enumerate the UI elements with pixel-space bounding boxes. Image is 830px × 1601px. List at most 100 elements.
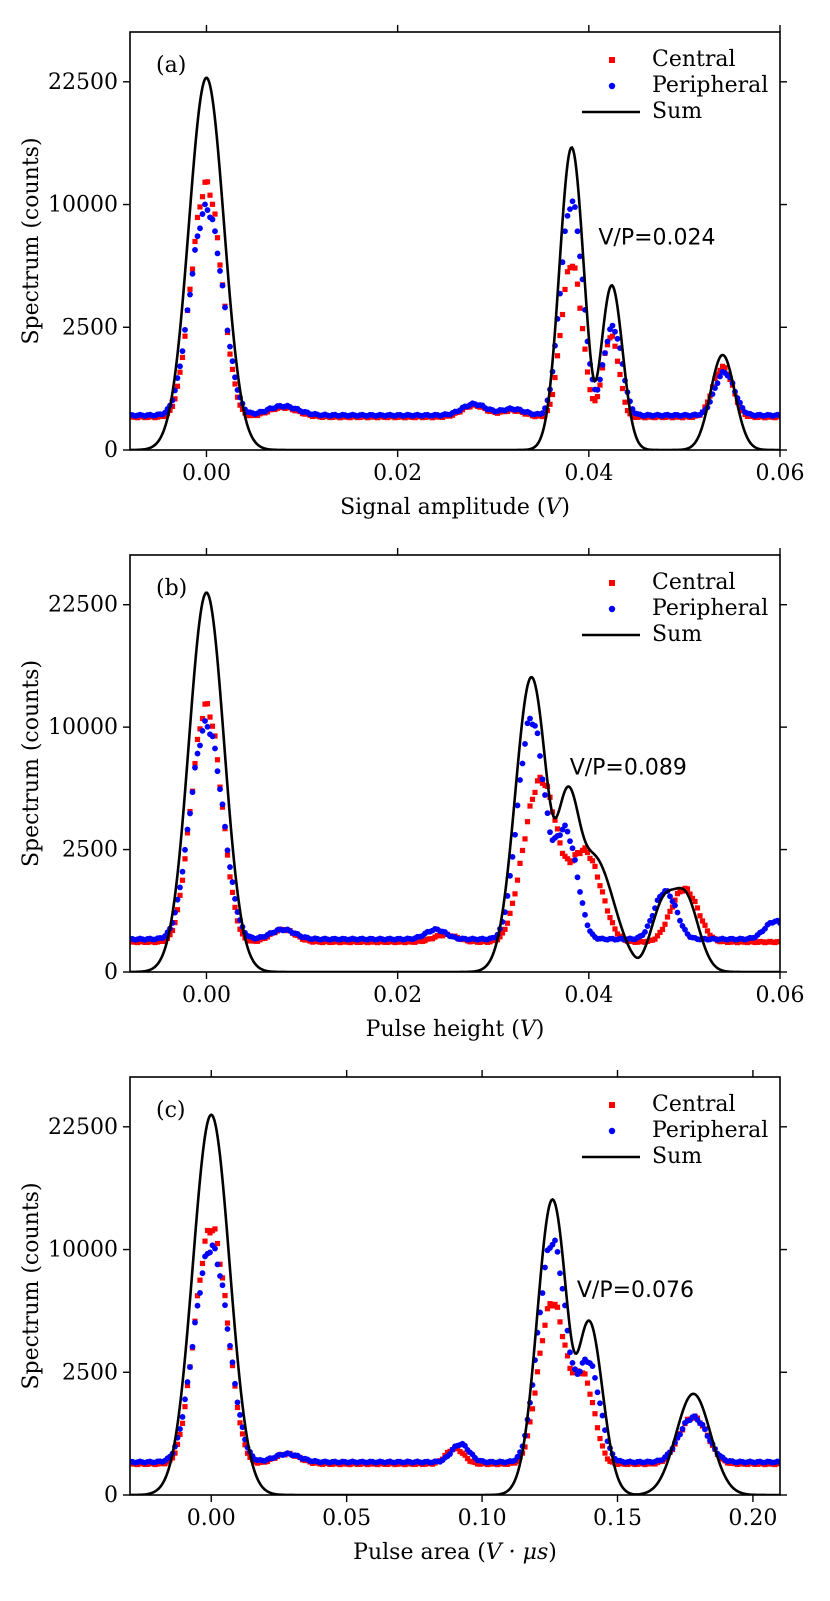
- peripheral-point: [187, 291, 193, 298]
- peripheral-point: [217, 1273, 223, 1279]
- y-tick-label: 0: [104, 960, 118, 985]
- peripheral-point: [224, 847, 231, 854]
- x-axis-label: Signal amplitude (V): [340, 495, 570, 520]
- peripheral-point: [569, 1359, 576, 1366]
- central-point: [664, 914, 671, 920]
- central-point: [162, 938, 168, 944]
- central-point: [207, 192, 213, 198]
- central-point: [544, 1306, 551, 1312]
- peripheral-point: [679, 1426, 686, 1432]
- peripheral-point: [229, 879, 236, 886]
- central-point: [609, 920, 616, 926]
- peripheral-point: [569, 845, 576, 852]
- peripheral-point: [674, 909, 681, 916]
- peripheral-point: [197, 225, 203, 232]
- peripheral-point: [547, 829, 553, 836]
- central-point: [177, 1431, 183, 1437]
- peripheral-point: [702, 1426, 708, 1433]
- central-point: [694, 905, 701, 911]
- panel-2: 0.00 0.05 0.10 0.15 0.20 0 2500 10000 22500 Spect…: [19, 1070, 787, 1565]
- central-point: [579, 325, 586, 332]
- peripheral-point: [224, 327, 231, 334]
- central-point: [589, 858, 596, 864]
- y-tick-label: 0: [104, 1483, 118, 1508]
- y-tick-label: 2500: [62, 838, 118, 863]
- peripheral-point: [227, 864, 233, 870]
- central-point: [554, 353, 561, 359]
- peripheral-point: [614, 335, 621, 342]
- peripheral-point: [577, 253, 583, 260]
- central-point: [207, 714, 213, 720]
- peripheral-point: [222, 304, 228, 311]
- central-point: [504, 920, 511, 926]
- central-point: [192, 238, 198, 245]
- central-point: [194, 214, 201, 221]
- central-point: [242, 1442, 248, 1448]
- peripheral-point: [229, 358, 236, 365]
- central-point: [582, 1371, 588, 1377]
- central-point: [612, 926, 618, 932]
- peripheral-point: [612, 328, 618, 335]
- central-point: [542, 1322, 548, 1328]
- peripheral-point: [539, 410, 546, 416]
- central-point: [624, 407, 631, 414]
- peripheral-point: [577, 889, 583, 895]
- peripheral-point: [552, 1237, 558, 1244]
- central-point: [659, 926, 666, 933]
- peripheral-point: [542, 792, 548, 798]
- x-axis-label: Pulse area (V · μs): [353, 1540, 557, 1565]
- central-point: [197, 1277, 203, 1283]
- central-point: [239, 1431, 246, 1437]
- peripheral-point: [184, 826, 191, 833]
- legend-label: Peripheral: [652, 596, 768, 621]
- y-axis-label: Spectrum (counts): [19, 137, 44, 344]
- legend-marker-circle: [608, 82, 616, 90]
- peripheral-point: [204, 723, 211, 730]
- central-point: [697, 913, 703, 919]
- peripheral-point: [594, 386, 601, 393]
- central-point: [229, 889, 236, 896]
- x-axis-label: Pulse height (V): [366, 1017, 545, 1042]
- central-point: [529, 796, 536, 802]
- central-point: [204, 179, 211, 185]
- peripheral-point: [519, 760, 526, 767]
- peripheral-point: [584, 922, 591, 929]
- peripheral-point: [739, 404, 746, 411]
- central-point: [514, 877, 521, 883]
- central-point: [197, 204, 203, 210]
- central-point: [232, 904, 238, 910]
- peripheral-point: [192, 247, 198, 253]
- central-point: [204, 701, 211, 707]
- peripheral-point: [189, 789, 196, 796]
- central-point: [562, 1342, 568, 1348]
- peripheral-point: [642, 929, 648, 935]
- peripheral-point: [447, 1451, 453, 1457]
- peripheral-point: [509, 853, 516, 860]
- y-tick-label: 0: [104, 438, 118, 463]
- sum-line: [130, 591, 780, 972]
- central-point: [714, 371, 721, 377]
- peripheral-point: [682, 926, 688, 933]
- central-point: [704, 928, 711, 934]
- central-point: [547, 401, 553, 407]
- central-point: [502, 926, 508, 932]
- vp-annotation: V/P=0.024: [598, 226, 715, 251]
- peripheral-point: [567, 838, 573, 845]
- central-point: [652, 936, 658, 942]
- peripheral-point: [202, 201, 208, 208]
- peripheral-point: [194, 233, 201, 240]
- central-point: [462, 1452, 468, 1458]
- legend-label: Central: [652, 47, 736, 72]
- peripheral-point: [199, 1270, 206, 1277]
- x-tick-label: 0.02: [373, 983, 422, 1008]
- peripheral-point: [227, 343, 233, 350]
- peripheral-point: [219, 282, 226, 289]
- central-point: [209, 723, 216, 729]
- central-point: [599, 1443, 606, 1449]
- sum-line: [130, 76, 780, 450]
- central-point: [212, 1226, 218, 1232]
- peripheral-point: [562, 822, 568, 829]
- peripheral-point: [574, 874, 581, 881]
- peripheral-point: [572, 857, 578, 863]
- peripheral-point: [182, 326, 188, 333]
